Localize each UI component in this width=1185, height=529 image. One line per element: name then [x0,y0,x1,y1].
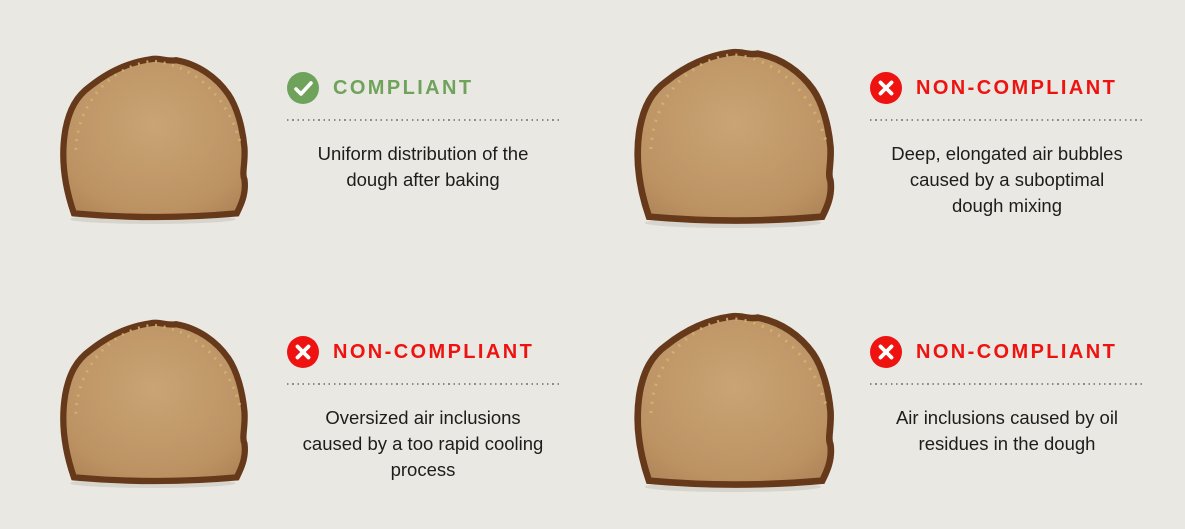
status-row: NON-COMPLIANT [287,336,559,368]
bread-slice-illustration [45,36,257,224]
quadrant-non-compliant-elongated-bubbles: NON-COMPLIANT Deep, elongated air bubble… [592,0,1185,264]
divider-dotted-line [287,383,559,385]
x-circle-icon [870,72,902,104]
divider-dotted-line [287,119,559,121]
status-label: NON-COMPLIANT [916,340,1118,363]
info-panel: COMPLIANT Uniform distribution of the do… [287,72,559,193]
status-description: Oversized air inclusions caused by a too… [302,407,544,480]
status-description: Air inclusions caused by oil residues in… [895,407,1119,454]
check-circle-icon [287,72,319,104]
status-row: COMPLIANT [287,72,559,104]
bread-image-uniform [45,36,257,225]
bread-slice-illustration [45,300,257,488]
divider-dotted-line [870,119,1144,121]
status-description: Deep, elongated air bubbles caused by a … [891,143,1123,216]
status-label: NON-COMPLIANT [333,340,535,363]
x-circle-icon [287,336,319,368]
divider-dotted-line [870,383,1144,385]
status-row: NON-COMPLIANT [870,336,1144,368]
status-row: NON-COMPLIANT [870,72,1144,104]
bread-image-oversized-inclusion [45,300,257,489]
info-panel: NON-COMPLIANT Air inclusions caused by o… [870,336,1144,457]
status-label: NON-COMPLIANT [916,76,1118,99]
info-panel: NON-COMPLIANT Deep, elongated air bubble… [870,72,1144,219]
x-circle-icon [870,336,902,368]
bread-slice-illustration [618,28,844,228]
bread-image-elongated-bubble [618,28,844,229]
quadrant-non-compliant-oil-residues: NON-COMPLIANT Air inclusions caused by o… [592,264,1185,529]
info-panel: NON-COMPLIANT Oversized air inclusions c… [287,336,559,483]
quadrant-non-compliant-oversized-inclusions: NON-COMPLIANT Oversized air inclusions c… [0,264,592,529]
status-label: COMPLIANT [333,76,474,99]
status-description: Uniform distribution of the dough after … [317,143,529,190]
bread-image-oil-residues [618,292,844,493]
bread-slice-illustration [618,292,844,492]
quadrant-compliant: COMPLIANT Uniform distribution of the do… [0,0,592,264]
